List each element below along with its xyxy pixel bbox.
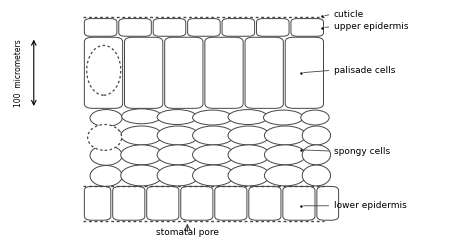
Text: palisade cells: palisade cells (334, 66, 395, 75)
Ellipse shape (264, 145, 306, 165)
FancyBboxPatch shape (113, 186, 145, 220)
Text: 100  micrometers: 100 micrometers (14, 39, 23, 107)
Ellipse shape (88, 124, 122, 150)
Ellipse shape (122, 109, 161, 124)
Ellipse shape (157, 145, 199, 165)
Ellipse shape (192, 145, 234, 165)
Ellipse shape (90, 110, 122, 126)
FancyBboxPatch shape (215, 186, 247, 220)
FancyBboxPatch shape (249, 186, 281, 220)
FancyBboxPatch shape (181, 186, 213, 220)
Ellipse shape (192, 126, 234, 145)
Ellipse shape (264, 110, 303, 125)
FancyBboxPatch shape (205, 37, 243, 108)
Text: cuticle: cuticle (334, 10, 364, 19)
FancyBboxPatch shape (222, 18, 255, 36)
Ellipse shape (157, 110, 197, 124)
Ellipse shape (264, 165, 306, 186)
FancyBboxPatch shape (188, 18, 220, 36)
FancyBboxPatch shape (84, 186, 111, 220)
Ellipse shape (121, 165, 162, 186)
Ellipse shape (90, 166, 122, 186)
Text: spongy cells: spongy cells (334, 146, 390, 156)
Text: upper epidermis: upper epidermis (334, 22, 409, 31)
Ellipse shape (302, 126, 330, 145)
Ellipse shape (302, 165, 330, 186)
FancyBboxPatch shape (84, 18, 117, 36)
FancyBboxPatch shape (245, 37, 283, 108)
FancyBboxPatch shape (291, 18, 323, 36)
Ellipse shape (302, 145, 330, 165)
Ellipse shape (90, 127, 122, 146)
FancyBboxPatch shape (256, 18, 289, 36)
FancyBboxPatch shape (84, 37, 123, 108)
Ellipse shape (192, 110, 232, 125)
FancyBboxPatch shape (285, 37, 323, 108)
Ellipse shape (121, 126, 162, 145)
Ellipse shape (228, 110, 268, 124)
Ellipse shape (264, 126, 306, 145)
Ellipse shape (228, 126, 270, 145)
Text: stomatal pore: stomatal pore (156, 228, 219, 237)
FancyBboxPatch shape (119, 18, 151, 36)
FancyBboxPatch shape (147, 186, 179, 220)
Ellipse shape (90, 146, 122, 165)
FancyBboxPatch shape (283, 186, 315, 220)
Ellipse shape (87, 46, 121, 95)
Ellipse shape (228, 165, 270, 186)
Ellipse shape (157, 165, 199, 186)
Ellipse shape (301, 110, 329, 125)
FancyBboxPatch shape (317, 186, 338, 220)
Ellipse shape (157, 126, 199, 145)
FancyBboxPatch shape (125, 37, 163, 108)
Ellipse shape (121, 145, 162, 165)
Ellipse shape (192, 165, 234, 186)
Text: lower epidermis: lower epidermis (334, 201, 407, 210)
FancyBboxPatch shape (164, 37, 203, 108)
Ellipse shape (228, 145, 270, 165)
FancyBboxPatch shape (153, 18, 186, 36)
